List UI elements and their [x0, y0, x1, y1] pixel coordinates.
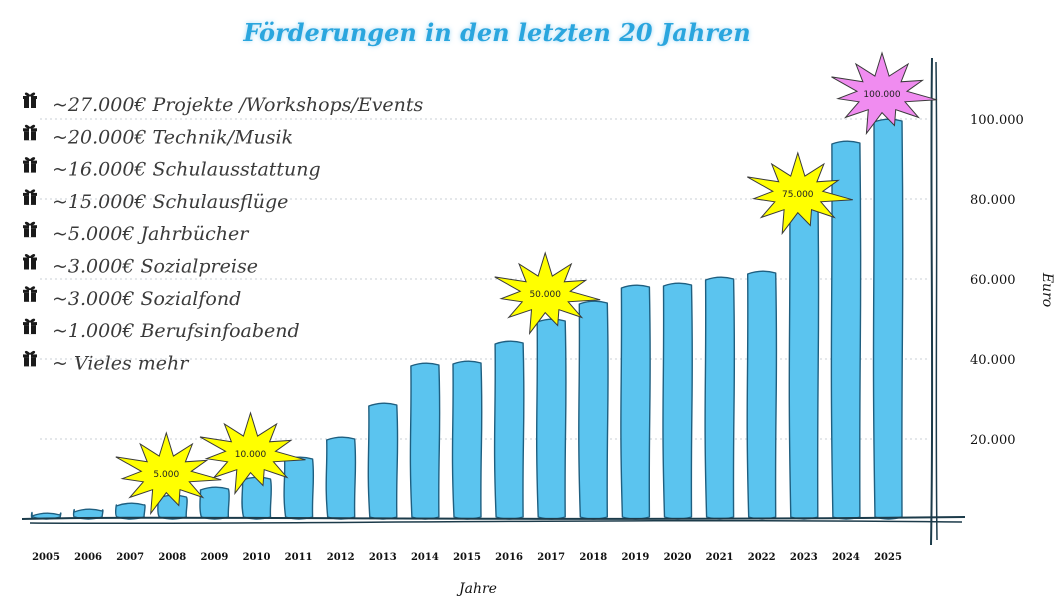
legend: ~27.000€ Projekte /Workshops/Events ~20.0… [23, 92, 424, 374]
bar-2025 [872, 118, 904, 520]
gift-icon [23, 254, 37, 270]
y-axis-label: Euro [1039, 272, 1055, 307]
legend-item: ~ Vieles mehr [23, 350, 190, 374]
legend-label: ~5.000€ Jahrbücher [52, 223, 250, 245]
x-tick-label: 2011 [285, 552, 313, 563]
x-tick-label: 2014 [411, 552, 439, 563]
x-tick-label: 2023 [790, 552, 818, 563]
burst-label: 5.000 [153, 470, 179, 480]
legend-item: ~5.000€ Jahrbücher [23, 221, 250, 245]
bar-2015 [451, 360, 483, 520]
x-tick-label: 2010 [243, 552, 271, 563]
x-tick-label: 2018 [579, 552, 607, 563]
legend-item: ~3.000€ Sozialfond [23, 286, 241, 310]
bar-2017 [535, 318, 567, 520]
x-tick-label: 2008 [158, 552, 186, 563]
x-tick-label: 2006 [74, 552, 102, 563]
bar-2012 [325, 436, 357, 520]
burst-shape [199, 411, 306, 496]
legend-item: ~27.000€ Projekte /Workshops/Events [23, 92, 424, 116]
gift-icon [23, 92, 37, 108]
burst-5.000: 5.000 [115, 431, 222, 516]
x-tick-label: 2020 [664, 552, 692, 563]
legend-item: ~16.000€ Schulausstattung [23, 157, 321, 181]
bar-2016 [493, 340, 525, 520]
bar-2019 [620, 284, 651, 520]
x-tick-label: 2022 [748, 552, 776, 563]
legend-item: ~3.000€ Sozialpreise [23, 254, 258, 278]
legend-label: ~16.000€ Schulausstattung [52, 159, 321, 181]
burst-75.000: 75.000 [747, 151, 853, 236]
legend-label: ~3.000€ Sozialfond [52, 288, 241, 310]
x-ticks: 2005 2006 2007 2008 2009 2010 2011 2012 2013 2014… [32, 552, 902, 563]
bar-2021 [704, 276, 736, 520]
x-tick-label: 2024 [832, 552, 860, 563]
y-tick-label: 20.000 [970, 433, 1016, 448]
burst-label: 100.000 [863, 90, 900, 100]
bar-2020 [662, 282, 694, 520]
bar-2014 [409, 362, 441, 520]
x-tick-label: 2012 [327, 552, 355, 563]
x-tick-label: 2013 [369, 552, 397, 563]
legend-label: ~3.000€ Sozialpreise [52, 256, 258, 278]
legend-label: ~20.000€ Technik/Musik [52, 126, 293, 148]
gift-icon [23, 157, 37, 173]
x-tick-label: 2009 [200, 552, 228, 563]
bar-2007 [114, 502, 146, 520]
bar-2011 [283, 456, 315, 520]
chart-title: Förderungen in den letzten 20 Jahren [242, 18, 750, 47]
bar-2022 [746, 270, 778, 520]
x-tick-label: 2025 [874, 552, 902, 563]
y-axis [930, 57, 938, 546]
x-tick-label: 2021 [706, 552, 734, 563]
x-tick-label: 2017 [537, 552, 565, 563]
bars [30, 118, 904, 520]
legend-label: ~ Vieles mehr [52, 352, 190, 374]
gift-icon [23, 286, 37, 302]
y-tick-label: 60.000 [970, 273, 1016, 288]
gift-icon [23, 221, 37, 238]
bar-2010 [241, 476, 273, 520]
burst-label: 50.000 [529, 290, 561, 300]
legend-label: ~15.000€ Schulausflüge [52, 191, 288, 213]
burst-shape [747, 151, 853, 236]
burst-label: 75.000 [782, 190, 814, 200]
burst-10.000: 10.000 [199, 411, 306, 496]
y-ticks: 20.000 40.000 60.000 80.000 100.000 [970, 113, 1024, 448]
gift-icon [23, 350, 37, 367]
gift-icon [23, 318, 37, 335]
bar-2023 [788, 184, 820, 520]
burst-shape [115, 431, 222, 516]
burst-50.000: 50.000 [494, 251, 601, 336]
x-tick-label: 2007 [116, 552, 144, 563]
bar-2013 [367, 402, 399, 520]
legend-label: ~1.000€ Berufsinfoabend [52, 320, 300, 342]
burst-shape [494, 251, 601, 336]
bar-2009 [199, 486, 230, 520]
burst-100.000: 100.000 [831, 51, 938, 136]
x-axis-label: Jahre [456, 581, 497, 597]
x-tick-label: 2016 [495, 552, 523, 563]
legend-item: ~20.000€ Technik/Musik [23, 124, 293, 148]
legend-label: ~27.000€ Projekte /Workshops/Events [52, 94, 424, 116]
y-tick-label: 100.000 [970, 113, 1024, 128]
x-tick-label: 2005 [32, 552, 60, 563]
gift-icon [23, 189, 37, 205]
gift-icon [23, 124, 37, 141]
bar-2024 [830, 140, 862, 520]
x-axis [21, 516, 966, 525]
legend-item: ~1.000€ Berufsinfoabend [23, 318, 300, 342]
burst-shape [831, 51, 938, 136]
x-tick-label: 2019 [621, 552, 649, 563]
y-tick-label: 80.000 [970, 193, 1016, 208]
burst-label: 10.000 [235, 450, 267, 460]
x-tick-label: 2015 [453, 552, 481, 563]
bar-2018 [578, 300, 609, 520]
annotations: 5.000 10.000 50.000 75.000 100.000 [115, 51, 938, 516]
y-tick-label: 40.000 [970, 353, 1016, 368]
legend-item: ~15.000€ Schulausflüge [23, 189, 288, 213]
